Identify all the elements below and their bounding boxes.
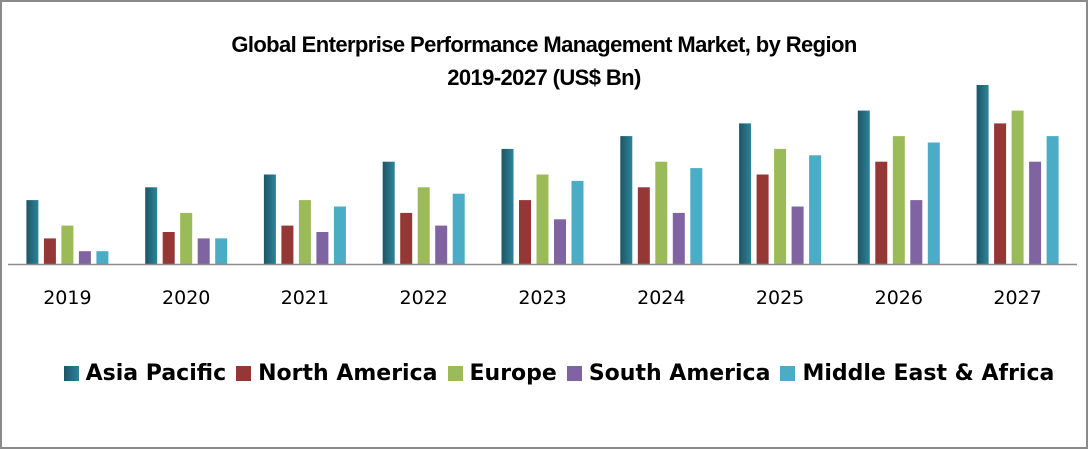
legend-item-north-america: North America [236, 361, 438, 386]
bar-north-america-2022 [400, 212, 413, 264]
bar-north-america-2021 [281, 225, 294, 264]
bar-asia-pacific-2021 [263, 174, 276, 264]
chart-title-line: Global Enterprise Performance Management… [231, 32, 857, 57]
x-tick-label: 2025 [756, 287, 804, 309]
x-tick-label: 2023 [518, 287, 566, 309]
legend-label: South America [588, 361, 771, 386]
bar-europe-2025 [774, 148, 787, 264]
legend-label: North America [258, 361, 438, 386]
bar-asia-pacific-2025 [739, 123, 752, 265]
bar-north-america-2020 [162, 232, 175, 264]
legend-swatch [236, 366, 252, 381]
chart-title: Global Enterprise Performance Management… [0, 28, 1088, 94]
bar-europe-2027 [1011, 110, 1024, 264]
bar-south-america-2022 [435, 225, 448, 264]
bar-asia-pacific-2027 [976, 85, 989, 264]
legend-label: Asia Pacific [85, 361, 227, 386]
bar-middle-east-africa-2021 [333, 206, 346, 264]
bar-europe-2019 [61, 225, 74, 264]
bar-middle-east-africa-2023 [571, 180, 584, 264]
x-tick-label: 2020 [162, 287, 210, 309]
bar-middle-east-africa-2026 [927, 142, 940, 264]
bar-middle-east-africa-2019 [96, 251, 109, 264]
x-tick-label: 2022 [400, 287, 448, 309]
bar-europe-2020 [180, 212, 193, 264]
legend-swatch [780, 366, 796, 381]
bar-south-america-2025 [791, 206, 804, 264]
legend-label: Europe [469, 361, 557, 386]
bar-south-america-2026 [910, 200, 923, 264]
legend-swatch [447, 366, 463, 381]
bar-europe-2021 [298, 200, 311, 264]
x-tick-labels: 2019 2020 2021 2022 2023 2024 2025 2026 2027 [43, 287, 1042, 309]
legend-swatch [566, 366, 582, 381]
legend-swatch [63, 366, 79, 381]
x-tick-label: 2021 [281, 287, 329, 309]
bar-asia-pacific-2019 [26, 200, 39, 264]
bar-north-america-2026 [875, 161, 888, 264]
x-tick-label: 2019 [43, 287, 91, 309]
bar-north-america-2024 [637, 187, 650, 264]
bar-asia-pacific-2020 [145, 187, 158, 264]
bar-middle-east-africa-2024 [690, 168, 703, 264]
chart-subtitle: 2019-2027 (US$ Bn) [447, 65, 641, 90]
bar-middle-east-africa-2020 [215, 238, 228, 264]
bar-south-america-2024 [672, 212, 685, 264]
bar-asia-pacific-2023 [501, 148, 514, 264]
bar-north-america-2019 [43, 238, 56, 264]
bar-asia-pacific-2024 [620, 136, 633, 264]
x-tick-label: 2027 [993, 287, 1041, 309]
bar-asia-pacific-2022 [382, 161, 395, 264]
x-tick-label: 2026 [875, 287, 923, 309]
legend-item-europe: Europe [447, 361, 557, 386]
bar-europe-2024 [655, 161, 668, 264]
bar-south-america-2023 [554, 219, 566, 265]
bar-south-america-2027 [1029, 161, 1042, 264]
bar-north-america-2023 [519, 200, 531, 264]
legend-item-asia-pacific: Asia Pacific [63, 361, 227, 386]
bar-middle-east-africa-2027 [1046, 136, 1059, 264]
bar-europe-2022 [417, 187, 430, 264]
legend: Asia Pacific North America Europe South Ame… [0, 361, 1088, 386]
x-tick-label: 2024 [637, 287, 685, 309]
bar-south-america-2019 [78, 251, 91, 264]
bar-middle-east-africa-2022 [452, 193, 465, 264]
bar-south-america-2021 [316, 232, 329, 264]
bar-europe-2023 [536, 174, 549, 264]
bar-asia-pacific-2026 [857, 110, 870, 264]
legend-item-middle-east-africa: Middle East & Africa [780, 361, 1054, 386]
bar-middle-east-africa-2025 [809, 155, 822, 264]
bar-north-america-2027 [994, 123, 1007, 265]
legend-label: Middle East & Africa [802, 361, 1055, 386]
bars-group [26, 85, 1059, 265]
bar-europe-2026 [892, 136, 905, 264]
bar-north-america-2025 [756, 174, 769, 264]
bar-south-america-2020 [197, 238, 210, 264]
legend-item-south-america: South America [566, 361, 771, 386]
